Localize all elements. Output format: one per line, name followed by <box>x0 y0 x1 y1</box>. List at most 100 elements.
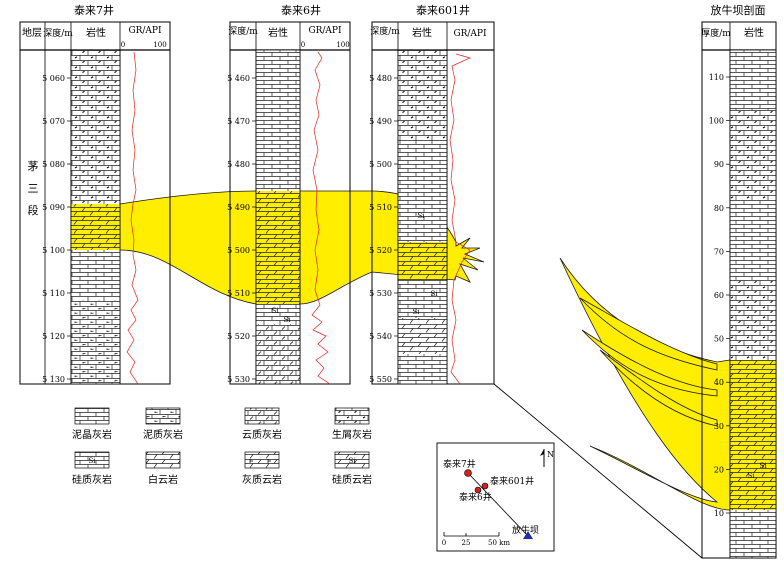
lithology-column <box>255 49 301 385</box>
location-label: 放牛坝 <box>512 524 539 536</box>
depth-tick-label: 5 520 <box>369 246 392 255</box>
legend-item: Si 硅质云岩 <box>332 451 372 486</box>
legend-label: 硅质云岩 <box>332 473 372 486</box>
log-scale-min: 0 <box>301 41 305 49</box>
depth-tick-label: 90 <box>714 160 724 169</box>
svg-text:N: N <box>547 450 554 459</box>
header-depth: 深度/m <box>43 27 73 39</box>
legend-item: 白云岩 <box>145 451 181 486</box>
depth-tick-label: 5 090 <box>42 203 65 212</box>
header-lithology: 岩性 <box>412 26 432 39</box>
legend-label: 白云岩 <box>148 473 178 486</box>
legend-item: 云质灰岩 <box>242 407 282 441</box>
legend-swatch <box>334 451 370 469</box>
well-taila6: 泰来6井 深度/m 岩性 GR/API 0 100 Si Si 5 460 5 4… <box>227 3 351 385</box>
legend-item: 泥晶灰岩 <box>72 407 112 441</box>
siliceous-marker: Si <box>747 472 755 480</box>
header-lithology: 岩性 <box>86 26 106 39</box>
depth-tick-label: 40 <box>714 378 724 387</box>
depth-tick-label: 5 070 <box>42 117 65 126</box>
depth-tick-label: 5 530 <box>369 289 392 298</box>
legend-item: 生屑灰岩 <box>332 407 372 441</box>
legend-item: 泥质灰岩 <box>143 407 183 441</box>
depth-tick-label: 5 490 <box>369 117 392 126</box>
section-title: 放牛坝剖面 <box>711 3 766 17</box>
siliceous-marker: Si <box>417 212 425 220</box>
lithology-legend: 泥晶灰岩 泥质灰岩 云质灰岩 生屑灰岩 Si 硅质灰岩 白云岩 灰质云岩 <box>72 407 372 486</box>
well-title: 泰来601井 <box>416 3 470 17</box>
north-arrow-icon: N <box>540 449 554 467</box>
depth-tick-label: 80 <box>714 204 724 213</box>
lithology-column <box>397 49 448 385</box>
connector-line <box>493 383 703 559</box>
depth-tick-label: 5 500 <box>227 246 250 255</box>
lithology-column <box>70 49 121 385</box>
header-lithology: 岩性 <box>744 26 764 39</box>
location-dot <box>481 482 489 490</box>
legend-swatch <box>244 451 280 469</box>
log-scale-max: 100 <box>153 41 166 49</box>
header-log: GR/API <box>128 26 162 36</box>
legend-swatch <box>145 407 181 425</box>
legend-label: 生屑灰岩 <box>332 428 372 441</box>
header-log: GR/API <box>453 29 487 39</box>
legend-swatch <box>334 407 370 425</box>
header-thickness: 厚度/m <box>701 27 731 39</box>
location-map: N 泰来7井 泰来601井 泰来6井 放牛坝 0 25 50 km <box>436 442 555 552</box>
depth-tick-label: 5 130 <box>42 375 65 384</box>
location-dot <box>464 469 472 477</box>
header-lithology: 岩性 <box>268 26 288 39</box>
siliceous-marker: Si <box>759 462 767 470</box>
depth-tick-label: 60 <box>714 291 724 300</box>
depth-tick-label: 5 480 <box>227 160 250 169</box>
depth-tick-label: 5 060 <box>42 74 65 83</box>
location-label: 泰来6井 <box>459 491 492 503</box>
log-scale-max: 100 <box>336 41 349 49</box>
legend-label: 泥质灰岩 <box>143 428 183 441</box>
depth-tick-label: 5 510 <box>369 203 392 212</box>
gr-curve <box>126 51 139 385</box>
depth-tick-label: 5 110 <box>42 289 65 298</box>
legend-label: 硅质灰岩 <box>72 473 112 486</box>
gr-curve <box>311 51 331 385</box>
depth-tick-label: 5 080 <box>42 160 65 169</box>
section-fangniuba: 放牛坝剖面 厚度/m 岩性 Si Si 110 100 90 80 70 60 50 40 30… <box>701 3 777 559</box>
legend-swatch <box>145 451 181 469</box>
depth-tick-label: 5 500 <box>369 160 392 169</box>
log-scale-min: 0 <box>121 41 125 49</box>
depth-tick-label: 30 <box>714 422 724 431</box>
svg-text:0: 0 <box>442 539 446 547</box>
depth-tick-label: 5 530 <box>227 375 250 384</box>
legend-si-mark: Si <box>348 457 356 465</box>
location-label: 泰来601井 <box>490 475 534 487</box>
location-label: 泰来7井 <box>443 458 476 470</box>
depth-tick-label: 5 550 <box>369 375 392 384</box>
legend-swatch <box>74 451 110 469</box>
legend-item: 灰质云岩 <box>242 451 282 486</box>
siliceous-marker: Si <box>412 308 420 316</box>
depth-tick-label: 50 <box>714 335 724 344</box>
depth-tick-label: 5 120 <box>42 332 65 341</box>
header-depth: 深度/m <box>228 25 258 37</box>
depth-tick-label: 70 <box>714 247 724 256</box>
legend-si-mark: Si <box>88 457 96 465</box>
lithology-column <box>729 49 777 559</box>
header-stratum: 地层 <box>22 26 42 39</box>
legend-swatch <box>244 407 280 425</box>
gr-curve <box>449 53 472 385</box>
well-title: 泰来6井 <box>281 3 321 17</box>
scale-bar: 0 25 50 km <box>442 532 510 547</box>
depth-tick-label: 20 <box>714 465 724 474</box>
depth-tick-label: 5 510 <box>227 289 250 298</box>
siliceous-marker: Si <box>271 307 279 315</box>
depth-tick-label: 5 460 <box>227 74 250 83</box>
legend-swatch <box>74 407 110 425</box>
header-log: GR/API <box>308 26 342 36</box>
legend-label: 云质灰岩 <box>242 428 282 441</box>
well-title: 泰来7井 <box>74 3 114 17</box>
location-triangle <box>523 531 533 539</box>
legend-item: Si 硅质灰岩 <box>72 451 112 486</box>
well-taila7: 泰来7井 地层 深度/m 岩性 GR/API 0 100 茅三段 5 060 5 … <box>19 3 171 385</box>
svg-text:25: 25 <box>462 539 471 547</box>
